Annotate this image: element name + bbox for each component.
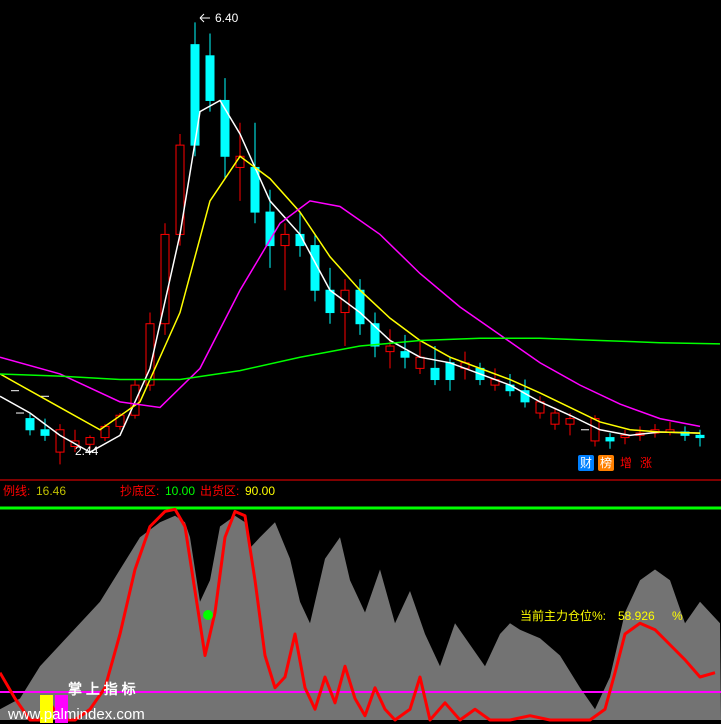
svg-text:90.00: 90.00 — [245, 484, 275, 498]
svg-text:10.00: 10.00 — [165, 484, 195, 498]
svg-text:出货区:: 出货区: — [200, 483, 239, 498]
chart-svg: 6.40 2.44 财榜增涨例线: 16.46 抄底区: 10.00 出货区: 90.00 当前… — [0, 0, 721, 724]
svg-text:6.40: 6.40 — [215, 11, 239, 25]
svg-text:16.46: 16.46 — [36, 484, 66, 498]
svg-text:www.palmindex.com: www.palmindex.com — [7, 706, 145, 723]
svg-text:掌 上 指 标: 掌 上 指 标 — [68, 681, 136, 697]
svg-text:%: % — [672, 609, 683, 623]
svg-text:58.926: 58.926 — [618, 609, 655, 623]
svg-text:涨: 涨 — [640, 455, 652, 470]
svg-text:财: 财 — [580, 456, 592, 470]
stock-chart-container: 6.40 2.44 财榜增涨例线: 16.46 抄底区: 10.00 出货区: 90.00 当前… — [0, 0, 721, 724]
svg-text:增: 增 — [620, 456, 632, 470]
svg-text:抄底区:: 抄底区: — [120, 483, 159, 498]
svg-text:2.44: 2.44 — [75, 444, 99, 458]
svg-text:当前主力仓位%:: 当前主力仓位%: — [520, 608, 606, 623]
svg-text:榜: 榜 — [600, 455, 612, 470]
svg-text:例线:: 例线: — [3, 484, 30, 498]
